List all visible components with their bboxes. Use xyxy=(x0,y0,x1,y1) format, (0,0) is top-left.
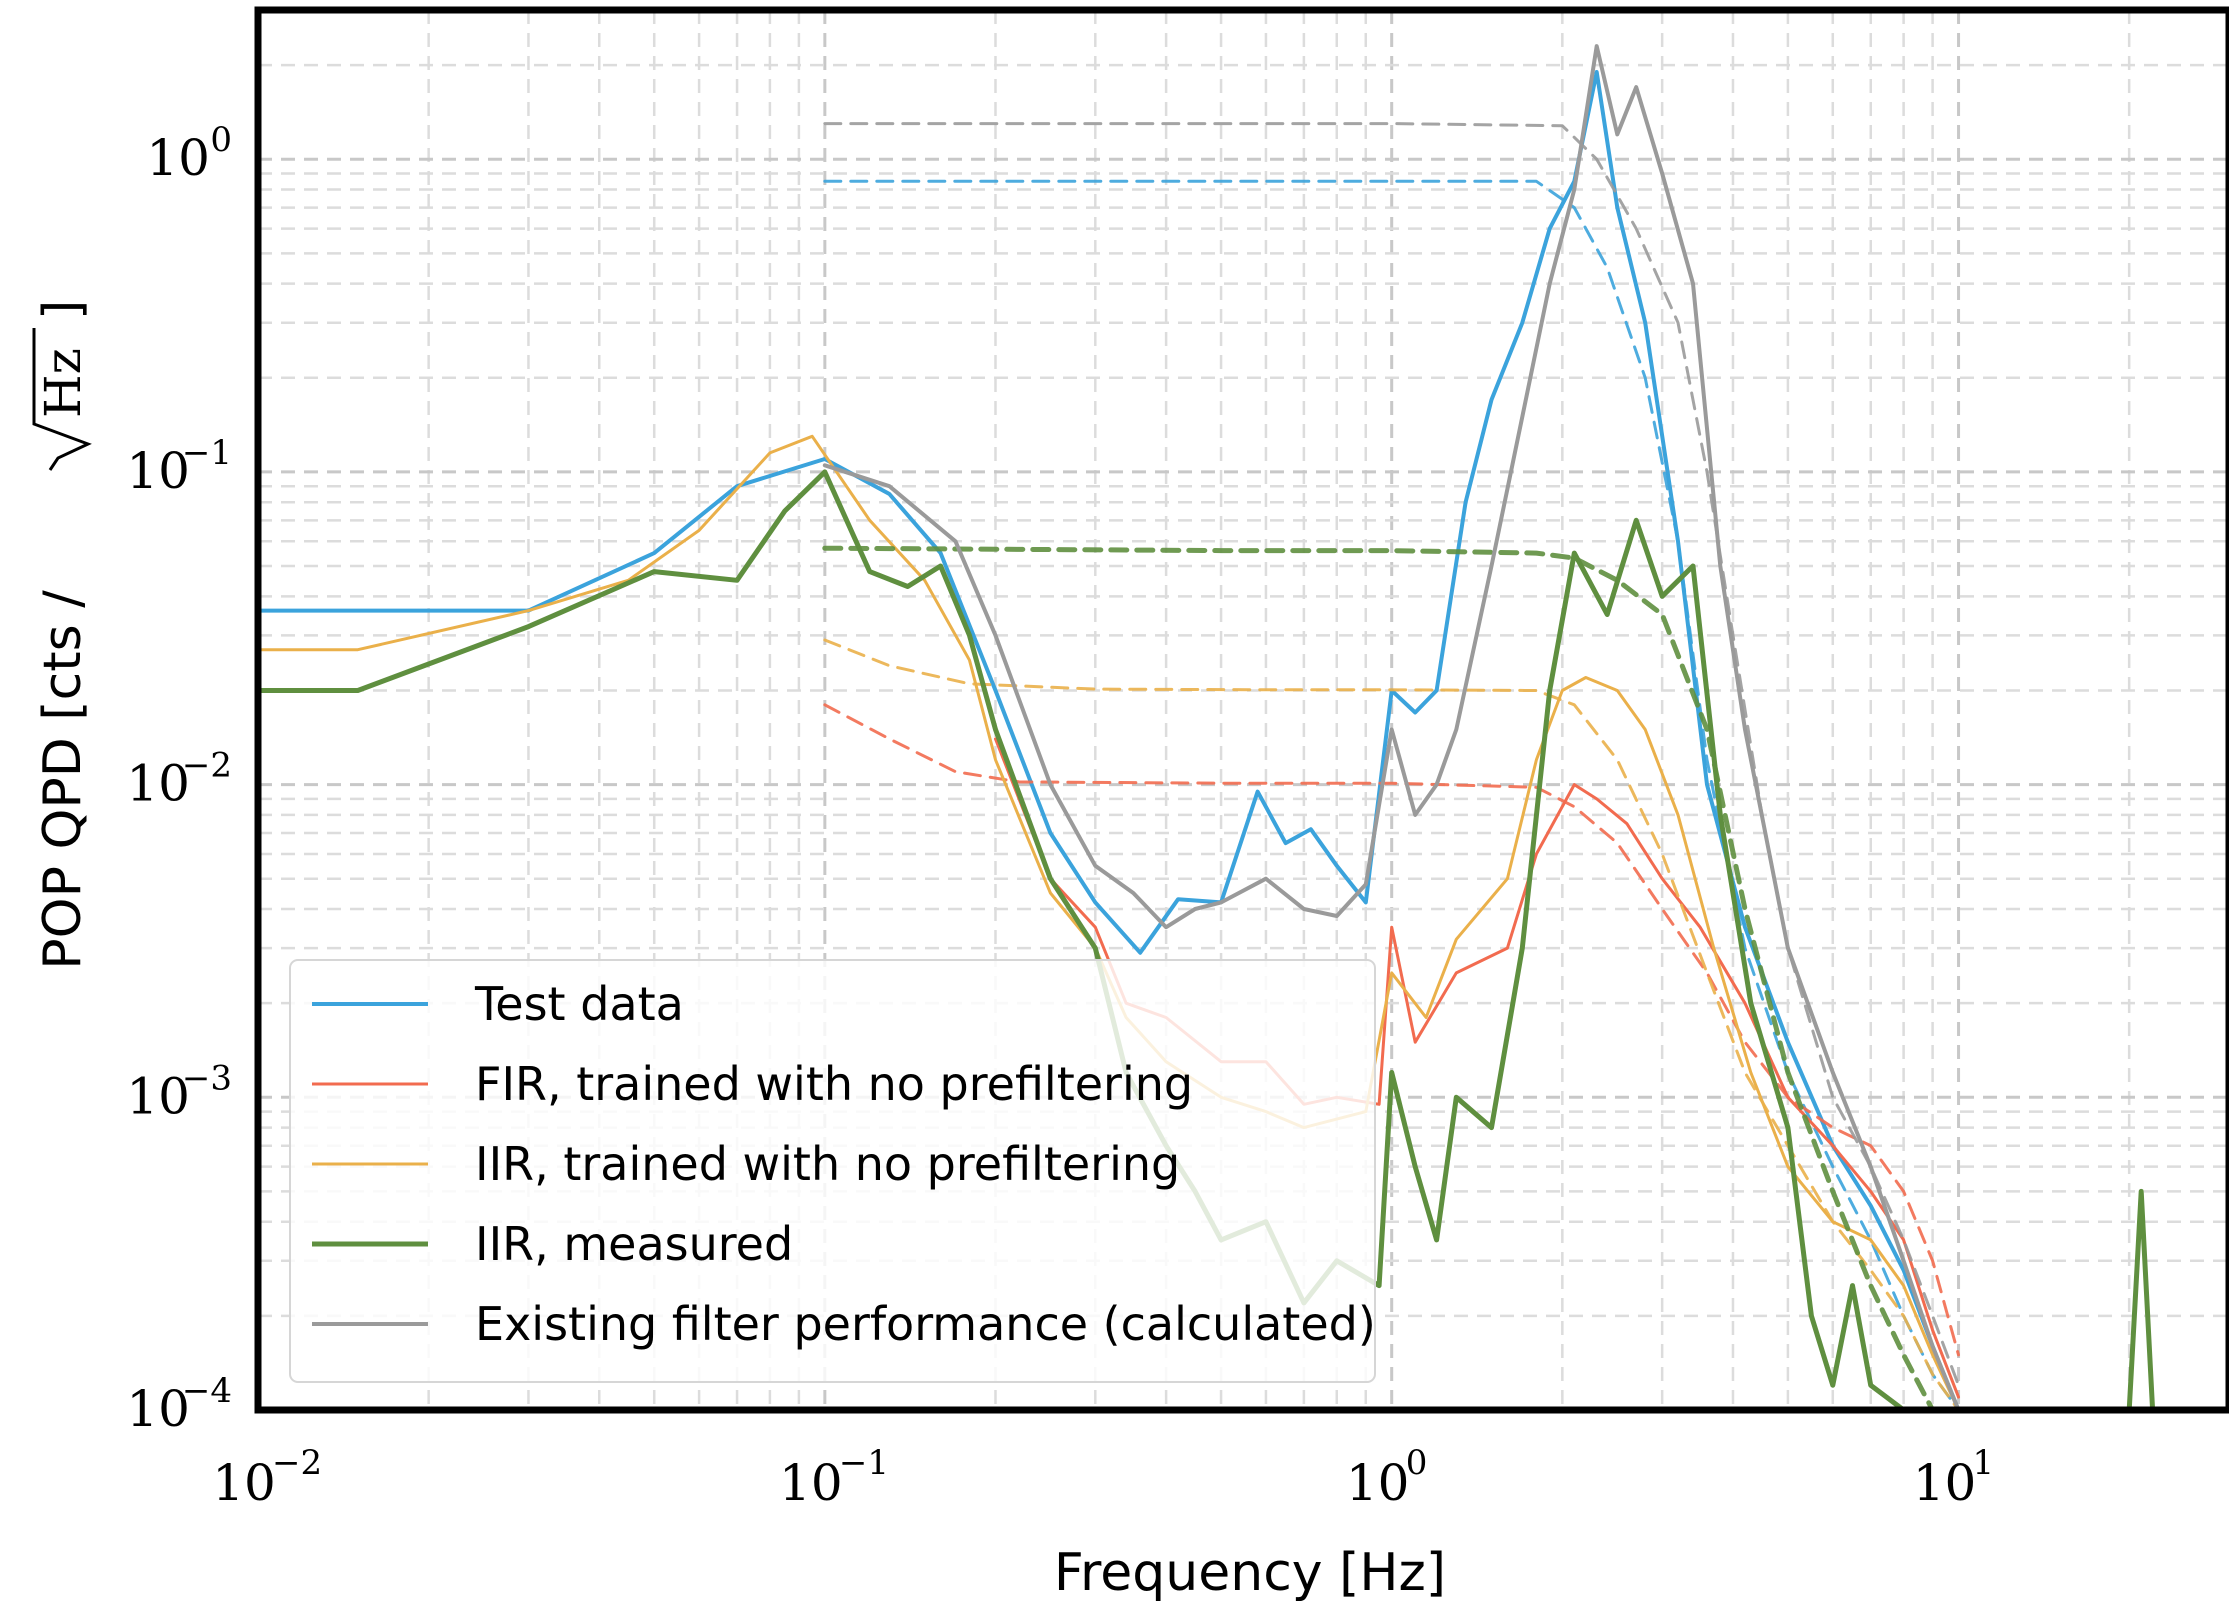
legend-label: IIR, measured xyxy=(475,1217,793,1271)
svg-text:0: 0 xyxy=(210,120,232,160)
svg-text:10: 10 xyxy=(779,1454,843,1512)
series-line-7 xyxy=(822,545,1936,1410)
legend-entry: FIR, trained with no prefiltering xyxy=(312,1057,1193,1111)
svg-text:10: 10 xyxy=(126,442,190,500)
legend-label: Existing filter performance (calculated) xyxy=(475,1297,1376,1351)
svg-text:−3: −3 xyxy=(182,1058,232,1098)
series-line-9 xyxy=(823,122,1960,1387)
legend-entry: IIR, trained with no prefiltering xyxy=(312,1137,1180,1191)
svg-text:−2: −2 xyxy=(272,1443,322,1483)
y-axis-label-root: Hz xyxy=(34,348,92,418)
y-axis-label-close: ] xyxy=(33,300,93,320)
y-axis-label-text: POP QPD [cts / xyxy=(33,590,93,970)
legend-entry: Test data xyxy=(312,977,684,1031)
series-line-6 xyxy=(258,469,2187,1410)
y-tick-label: −410 xyxy=(126,1371,232,1438)
svg-text:1: 1 xyxy=(1973,1443,1995,1483)
legend-label: Test data xyxy=(474,977,684,1031)
y-tick-label: 010 xyxy=(146,120,232,187)
svg-text:−1: −1 xyxy=(182,433,232,473)
svg-text:10: 10 xyxy=(212,1454,276,1512)
y-axis-label: POP QPD [cts / Hz ] xyxy=(32,300,93,970)
legend-entry: IIR, measured xyxy=(312,1217,793,1271)
sqrt-symbol xyxy=(32,328,92,471)
y-tick-label: −210 xyxy=(126,746,232,813)
svg-text:10: 10 xyxy=(126,755,190,813)
y-tick-label: −310 xyxy=(126,1058,232,1125)
legend-label: FIR, trained with no prefiltering xyxy=(475,1057,1193,1111)
svg-text:10: 10 xyxy=(1346,1454,1410,1512)
series-line-3 xyxy=(823,703,1960,1357)
svg-text:−1: −1 xyxy=(839,1443,889,1483)
legend-label: IIR, trained with no prefiltering xyxy=(475,1137,1180,1191)
legend-entry: Existing filter performance (calculated) xyxy=(312,1297,1376,1351)
series-group xyxy=(258,44,2187,1410)
svg-text:0: 0 xyxy=(1406,1443,1428,1483)
svg-text:10: 10 xyxy=(126,1067,190,1125)
svg-text:−2: −2 xyxy=(182,746,232,786)
legend: Test data FIR, trained with no prefilteri… xyxy=(289,959,1376,1383)
series-line-5 xyxy=(823,638,1960,1410)
legend-box xyxy=(289,959,1376,1383)
svg-text:10: 10 xyxy=(146,129,210,187)
x-tick-label: 10−1 xyxy=(779,1443,889,1512)
plot-frame xyxy=(254,6,2229,1414)
x-tick-label: 101 xyxy=(1913,1443,1994,1512)
series-line-1 xyxy=(823,179,1960,1410)
y-tick-label: −110 xyxy=(126,433,232,500)
x-tick-label: 100 xyxy=(1346,1443,1427,1512)
x-tick-labels: 10−2 10−1 100 101 xyxy=(212,1443,1994,1512)
x-tick-label: 10−2 xyxy=(212,1443,322,1512)
svg-text:10: 10 xyxy=(126,1380,190,1438)
svg-text:10: 10 xyxy=(1913,1454,1977,1512)
x-axis-label: Frequency [Hz] xyxy=(1054,1543,1446,1603)
svg-text:−4: −4 xyxy=(182,1371,232,1411)
